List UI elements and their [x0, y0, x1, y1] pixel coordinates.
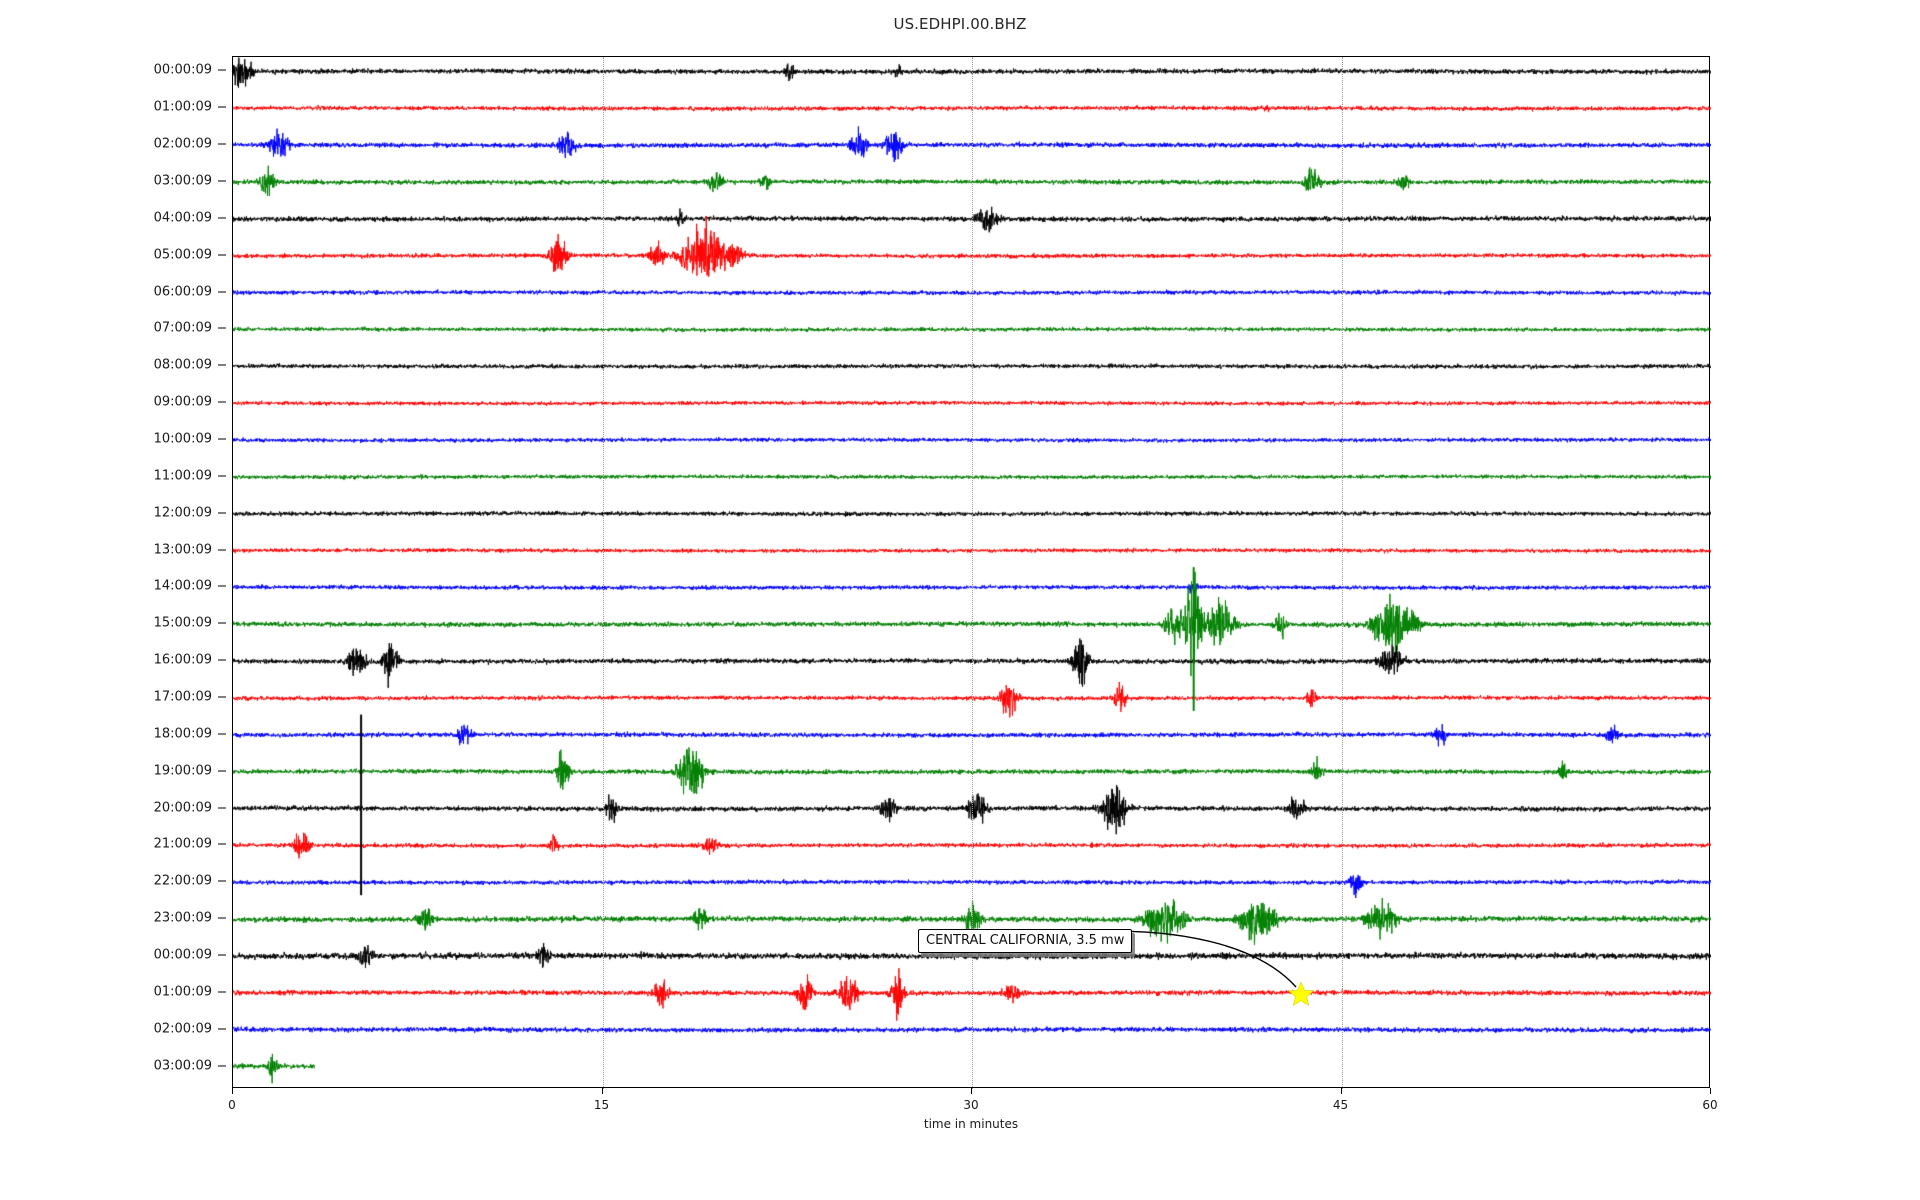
y-tick-label: 09:00:09 — [153, 394, 212, 410]
y-tick-mark — [218, 843, 226, 845]
y-tick-label: 16:00:09 — [153, 652, 212, 668]
y-tick-label: 02:00:09 — [153, 136, 212, 152]
y-tick-label: 07:00:09 — [153, 320, 212, 336]
y-tick-mark — [218, 327, 226, 329]
y-tick-label: 10:00:09 — [153, 431, 212, 447]
y-tick-label: 00:00:09 — [153, 62, 212, 78]
y-tick-label: 01:00:09 — [153, 984, 212, 1000]
y-tick-label: 20:00:09 — [153, 800, 212, 816]
x-tick-label: 45 — [1332, 1098, 1349, 1112]
y-tick-label: 00:00:09 — [153, 947, 212, 963]
y-tick-label: 03:00:09 — [153, 173, 212, 189]
y-tick-mark — [218, 1065, 226, 1067]
x-axis-title: time in minutes — [923, 1117, 1019, 1131]
y-tick-label: 05:00:09 — [153, 247, 212, 263]
y-tick-label: 14:00:09 — [153, 578, 212, 594]
y-tick-mark — [218, 549, 226, 551]
y-tick-label: 13:00:09 — [153, 542, 212, 558]
y-tick-mark — [218, 217, 226, 219]
y-tick-label: 06:00:09 — [153, 284, 212, 300]
y-tick-label: 11:00:09 — [153, 468, 212, 484]
y-tick-label: 15:00:09 — [153, 615, 212, 631]
y-tick-mark — [218, 180, 226, 182]
y-tick-label: 03:00:09 — [153, 1058, 212, 1074]
y-tick-mark — [218, 807, 226, 809]
y-tick-mark — [218, 438, 226, 440]
y-tick-mark — [218, 991, 226, 993]
y-tick-mark — [218, 880, 226, 882]
y-tick-mark — [218, 364, 226, 366]
y-tick-label: 22:00:09 — [153, 873, 212, 889]
y-tick-label: 12:00:09 — [153, 505, 212, 521]
y-tick-mark — [218, 106, 226, 108]
x-tick-label: 15 — [593, 1098, 610, 1112]
y-tick-mark — [218, 1028, 226, 1030]
y-tick-label: 02:00:09 — [153, 1021, 212, 1037]
y-tick-mark — [218, 512, 226, 514]
earthquake-annotation-label: CENTRAL CALIFORNIA, 3.5 mw — [918, 929, 1133, 953]
y-tick-mark — [218, 254, 226, 256]
y-tick-mark — [218, 770, 226, 772]
y-tick-mark — [218, 475, 226, 477]
x-tick-label: 0 — [228, 1098, 236, 1112]
page-title: US.EDHPI.00.BHZ — [893, 15, 1027, 33]
y-tick-mark — [218, 733, 226, 735]
y-tick-label: 23:00:09 — [153, 910, 212, 926]
x-tick-mark — [601, 1088, 603, 1094]
x-tick-mark — [1710, 1088, 1711, 1094]
y-tick-mark — [218, 696, 226, 698]
y-axis-labels: 00:00:09 01:00:09 02:00:09 03:00:09 04:00:09… — [0, 56, 232, 1088]
y-tick-mark — [218, 659, 226, 661]
y-tick-mark — [218, 917, 226, 919]
y-tick-mark — [218, 401, 226, 403]
y-tick-mark — [218, 622, 226, 624]
earthquake-marker-star-icon — [1288, 981, 1314, 1006]
y-tick-mark — [218, 291, 226, 293]
x-tick-label: 30 — [963, 1098, 979, 1112]
x-tick-label: 60 — [1702, 1098, 1718, 1112]
x-tick-mark — [232, 1088, 233, 1094]
y-tick-label: 19:00:09 — [153, 763, 212, 779]
y-tick-label: 01:00:09 — [153, 99, 212, 115]
y-tick-label: 04:00:09 — [153, 210, 212, 226]
plot-axes — [232, 56, 1711, 1089]
y-tick-mark — [218, 954, 226, 956]
y-tick-label: 17:00:09 — [153, 689, 212, 705]
x-axis-labels: 0 15 30 45 60 — [228, 1088, 1718, 1128]
x-tick-mark — [971, 1088, 972, 1094]
y-tick-mark — [218, 143, 226, 145]
y-tick-mark — [218, 585, 226, 587]
y-tick-label: 08:00:09 — [153, 357, 212, 373]
x-tick-mark — [1340, 1088, 1342, 1094]
y-tick-label: 18:00:09 — [153, 726, 212, 742]
y-tick-label: 21:00:09 — [153, 836, 212, 852]
y-tick-mark — [218, 69, 226, 71]
